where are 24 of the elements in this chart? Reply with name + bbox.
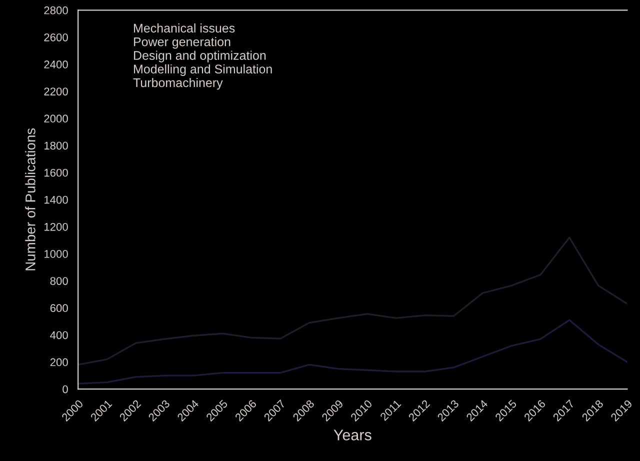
- annotation: Power generation: [134, 37, 230, 49]
- y-tick-label: 200: [50, 358, 68, 366]
- y-tick-label: 2400: [44, 60, 68, 68]
- y-tick-label: 2200: [44, 88, 68, 96]
- y-tick-label: 1800: [44, 142, 68, 150]
- y-tick-label: 400: [50, 331, 68, 340]
- y-tick-label: 0: [62, 385, 68, 394]
- y-tick-label: 600: [50, 304, 68, 312]
- y-tick-label: 2800: [44, 6, 68, 14]
- annotation: Turbomachinery: [133, 78, 223, 90]
- annotation: Mechanical issues: [134, 23, 235, 33]
- annotation: Modelling and Simulation: [134, 64, 272, 76]
- x-axis-title: Years: [334, 430, 372, 440]
- y-tick-label: 2000: [44, 114, 68, 123]
- y-tick-label: 1600: [44, 168, 68, 177]
- y-axis-title: Number of Publications: [25, 128, 36, 270]
- y-tick-label: 1400: [44, 196, 68, 204]
- line-series: [78, 236, 628, 366]
- y-tick-label: 2600: [44, 33, 68, 42]
- y-tick-label: 800: [50, 277, 68, 285]
- line-series: [78, 319, 628, 385]
- y-tick-label: 1000: [44, 250, 68, 258]
- annotation: Design and optimization: [134, 50, 266, 62]
- y-tick-label: 1200: [44, 222, 68, 231]
